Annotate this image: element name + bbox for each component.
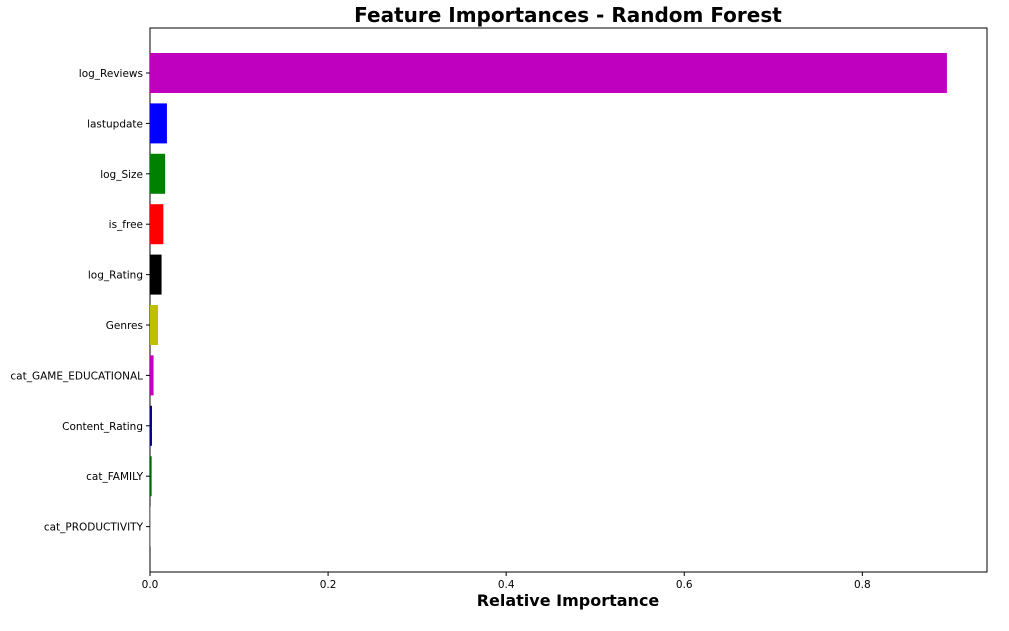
y-tick-label: log_Size <box>100 169 143 181</box>
bar-is_free <box>150 204 164 245</box>
y-axis: log_Reviews lastupdate log_Size is_free log_… <box>10 68 150 534</box>
bar-Content_Rating <box>150 405 152 446</box>
y-tick-label: lastupdate <box>87 118 143 130</box>
y-tick-label: cat_GAME_EDUCATIONAL <box>10 370 143 382</box>
y-tick-label: is_free <box>109 219 143 231</box>
x-tick-label: 0.2 <box>320 579 337 591</box>
y-tick-label: log_Reviews <box>79 68 143 80</box>
x-tick-label: 0.0 <box>142 579 159 591</box>
x-tick-label: 0.8 <box>854 579 871 591</box>
bar-log_Reviews <box>150 53 947 93</box>
bar-cat_GAME_EDUCATIONAL <box>150 355 154 396</box>
plot-area-frame <box>149 27 988 573</box>
bar-cat_PRODUCTIVITY <box>150 506 151 547</box>
x-tick-label: 0.4 <box>498 579 515 591</box>
y-tick-label: cat_FAMILY <box>86 471 143 483</box>
y-tick-label: cat_PRODUCTIVITY <box>44 522 144 534</box>
bars-layer <box>150 53 947 547</box>
chart-title: Feature Importances - Random Forest <box>354 3 782 27</box>
x-tick-label: 0.6 <box>676 579 693 591</box>
y-tick-label: Genres <box>106 320 143 332</box>
y-tick-label: log_Rating <box>88 270 143 282</box>
y-tick-label: Content_Rating <box>62 421 143 433</box>
bar-Genres <box>150 305 159 345</box>
bar-lastupdate <box>150 103 167 144</box>
bar-cat_FAMILY <box>150 456 152 497</box>
bar-log_Size <box>150 153 166 194</box>
x-axis: 0.0 0.2 0.4 0.6 0.8 <box>142 572 871 591</box>
bar-log_Rating <box>150 254 162 295</box>
x-axis-label: Relative Importance <box>477 591 660 610</box>
